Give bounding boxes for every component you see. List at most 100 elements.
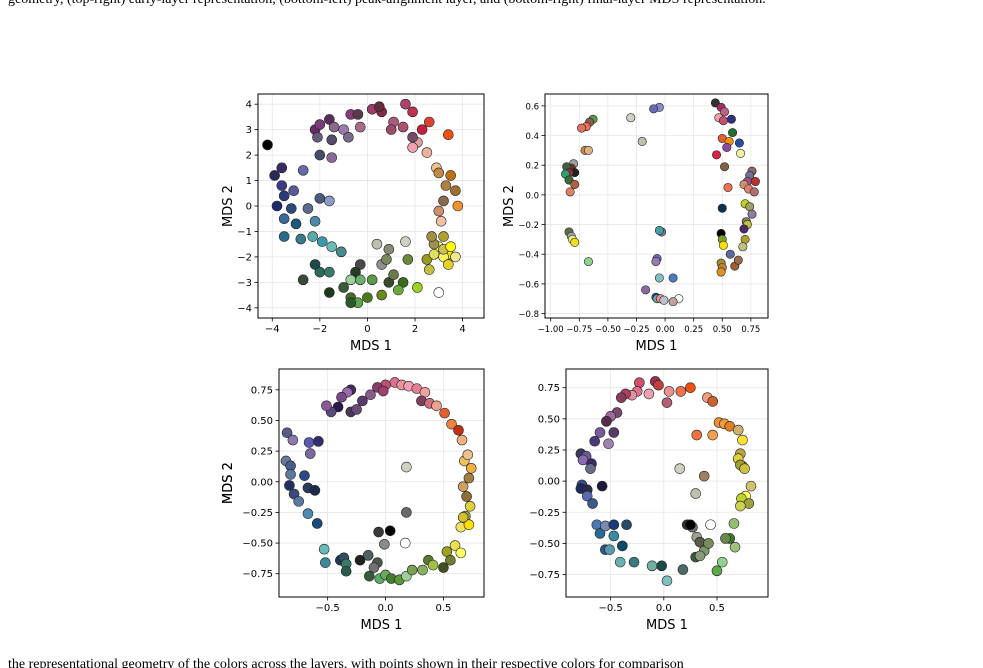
data-point [712,150,722,160]
data-point [269,170,280,181]
data-point [376,289,388,301]
data-point [374,101,385,113]
data-point [736,148,746,158]
data-point [365,389,376,401]
data-point [698,470,710,482]
y-tick-label: 0.0 [525,191,539,201]
data-point [587,498,598,509]
data-point [438,195,449,207]
data-point [438,231,449,242]
data-point [608,427,620,438]
data-point [362,292,373,303]
data-point [421,147,433,158]
data-point [354,259,366,270]
x-tick-label: −0.50 [595,325,621,335]
data-point [381,254,392,265]
data-point [321,400,332,412]
data-point [336,391,347,403]
data-point [326,241,338,253]
data-point [734,138,744,148]
data-point [402,254,414,265]
axes-frame [278,368,485,598]
x-tick-label: −4 [265,324,280,335]
data-point [407,131,418,143]
data-point [740,234,750,244]
data-point [716,267,726,277]
data-point [725,249,735,259]
data-point [450,185,461,197]
data-point [433,287,445,298]
x-tick-label: −2 [312,324,327,335]
data-point [728,128,738,138]
y-tick-label: −2 [237,252,252,263]
data-point [457,512,469,523]
data-point [596,480,608,492]
y-tick-label: 0.00 [251,477,273,488]
data-point [718,116,728,126]
data-point [401,507,412,518]
data-point [328,121,340,133]
data-point [312,131,323,143]
data-point [354,554,366,566]
data-point [286,203,297,214]
data-point [583,145,593,155]
data-point [707,429,719,441]
x-tick-label: −0.25 [623,325,649,335]
x-tick-label: 0.25 [684,325,703,335]
data-point [354,121,366,133]
data-point [276,180,288,191]
x-tick-label: 0.50 [713,325,732,335]
panel-bottom-left: −0.5 0.0 0.5 −0.75 −0.50 −0.25 0.00 0.25 0.50 0.7… [221,368,485,633]
data-point [276,162,288,174]
data-point [324,114,335,125]
x-tick-label: 0.0 [656,603,672,614]
data-point [603,438,614,450]
data-point [309,485,321,496]
y-tick-label: 0.00 [538,477,560,488]
data-point [285,469,296,480]
data-point [335,246,347,258]
y-axis-label: MDS 2 [221,462,236,504]
data-point [400,98,411,110]
data-point [646,560,658,572]
data-point [302,203,314,214]
y-tick-label: −0.2 [518,221,539,231]
data-point [581,490,593,502]
data-point [438,562,449,573]
data-point [628,556,640,568]
data-point [406,564,418,576]
data-point [728,518,740,529]
data-point [729,541,741,553]
data-point [745,202,755,212]
data-point [383,243,395,255]
data-point [416,124,428,135]
data-point [659,295,669,305]
data-point [726,114,736,124]
y-tick-label: 0.4 [525,132,539,142]
x-tick-label: 0.00 [656,325,675,335]
x-axis-label: MDS 1 [361,618,403,633]
data-point [412,282,423,293]
data-point [661,397,673,408]
data-point [350,266,361,278]
data-point [675,386,687,397]
y-tick-label: 0.25 [251,447,273,458]
data-point [278,213,290,225]
data-point [445,554,456,566]
data-point [737,434,748,446]
data-point [364,570,375,582]
y-tick-label: −0.4 [518,251,539,261]
data-point [423,264,435,275]
x-tick-label: 2 [412,324,418,335]
y-tick-label: 0 [246,202,252,213]
data-point [703,538,714,549]
data-point [663,386,675,397]
panel-bottom-right: −0.5 0.0 0.5 −0.75 −0.50 −0.25 0.00 0.25 0.50 0.7… [221,368,769,633]
data-point [428,249,440,260]
data-point [307,231,319,242]
data-point [711,565,723,577]
data-point [427,559,439,571]
data-point [583,257,593,267]
panel-top-right: −1.00 −0.75 −0.50 −0.25 0.00 0.25 0.50 0.75 −0.8… [502,93,769,354]
